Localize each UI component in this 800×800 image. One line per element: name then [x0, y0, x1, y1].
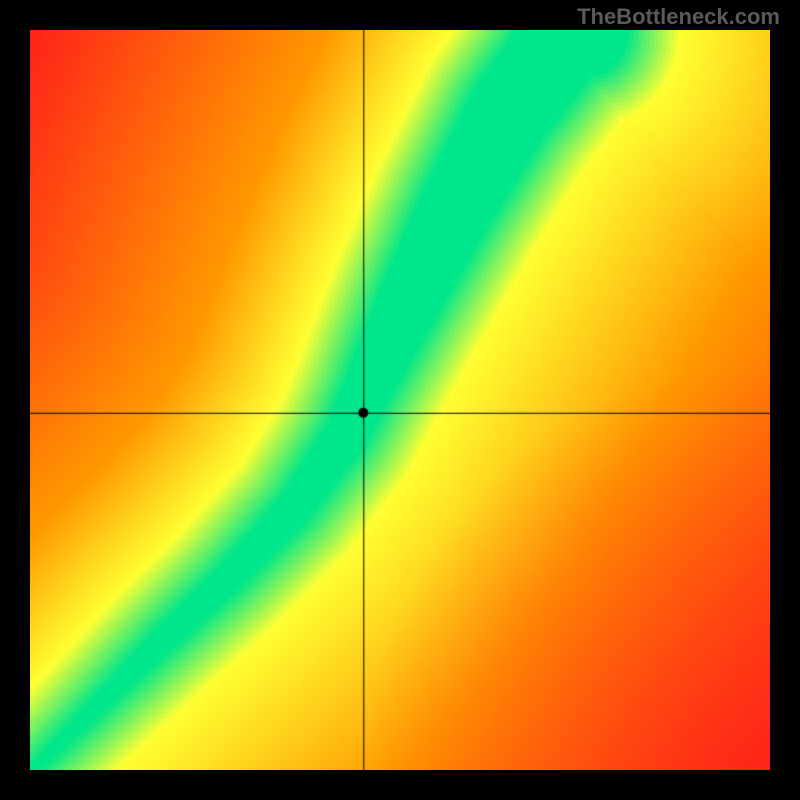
chart-container: TheBottleneck.com — [0, 0, 800, 800]
heatmap-canvas — [30, 30, 770, 770]
watermark-text: TheBottleneck.com — [577, 4, 780, 30]
